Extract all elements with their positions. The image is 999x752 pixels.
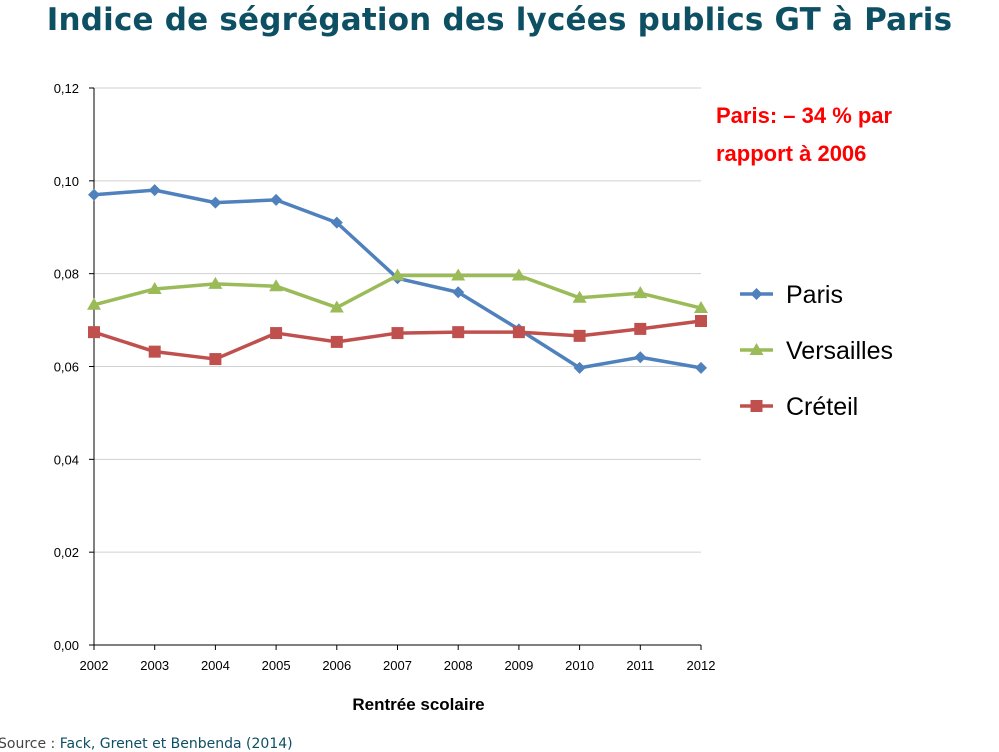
data-point-versailles <box>572 290 587 303</box>
x-tick-label: 2011 <box>626 658 654 673</box>
gridlines <box>94 87 701 553</box>
data-point-versailles <box>633 286 648 299</box>
data-point-creteil <box>634 322 647 335</box>
y-tick-label: 0,02 <box>54 545 79 560</box>
x-axis-title: Rentrée scolaire <box>352 695 484 714</box>
data-point-versailles <box>87 297 101 310</box>
legend-item-creteil: Créteil <box>740 393 858 421</box>
source-note: Source : Fack, Grenet et Benbenda (2014) <box>0 736 293 752</box>
series-versailles <box>87 268 708 314</box>
series-group <box>87 184 708 374</box>
annotation: Paris: – 34 % par rapport à 2006 <box>716 103 893 166</box>
data-point-paris <box>330 216 343 229</box>
data-point-versailles <box>451 268 466 281</box>
x-tick-label: 2002 <box>80 658 109 673</box>
y-tick-label: 0,00 <box>54 638 79 653</box>
y-axis-ticks: 0,00 0,02 0,04 0,06 0,08 0,10 0,12 <box>54 81 94 653</box>
annotation-line-1: Paris: – 34 % par <box>716 103 893 128</box>
legend-label-creteil: Créteil <box>786 393 858 421</box>
series-creteil <box>88 315 707 366</box>
data-point-paris <box>452 286 465 299</box>
data-point-versailles <box>694 301 708 314</box>
legend: Paris Versailles Créteil <box>740 281 893 421</box>
data-point-creteil <box>270 327 283 340</box>
x-tick-label: 2003 <box>140 658 169 673</box>
x-tick-label: 2004 <box>201 658 230 673</box>
data-point-paris <box>88 188 100 201</box>
y-tick-label: 0,10 <box>54 174 79 189</box>
x-tick-label: 2010 <box>565 658 594 673</box>
x-axis-ticks: 2002 2003 2004 2005 2006 2007 2008 2009 2010 2011… <box>80 645 716 673</box>
data-point-creteil <box>209 353 222 366</box>
data-point-creteil <box>391 327 404 340</box>
data-point-paris <box>148 184 161 197</box>
x-tick-label: 2005 <box>262 658 291 673</box>
data-point-creteil <box>512 326 525 339</box>
y-tick-label: 0,12 <box>54 81 79 96</box>
legend-item-paris: Paris <box>740 281 843 309</box>
data-point-versailles <box>329 300 344 313</box>
data-point-versailles <box>390 268 405 281</box>
data-point-paris <box>634 351 647 364</box>
legend-marker-paris <box>750 288 763 300</box>
data-point-paris <box>573 361 586 374</box>
data-point-versailles <box>511 268 526 281</box>
y-tick-label: 0,04 <box>54 452 79 467</box>
x-tick-label: 2009 <box>504 658 533 673</box>
x-tick-label: 2008 <box>444 658 473 673</box>
legend-item-versailles: Versailles <box>740 337 893 365</box>
data-point-creteil <box>695 315 707 328</box>
source-reference: Fack, Grenet et Benbenda (2014) <box>59 736 293 752</box>
y-tick-label: 0,08 <box>54 267 79 282</box>
data-point-versailles <box>147 281 162 294</box>
data-point-versailles <box>269 279 284 292</box>
data-point-creteil <box>88 326 100 339</box>
legend-label-versailles: Versailles <box>786 337 893 365</box>
data-point-creteil <box>148 345 161 358</box>
legend-label-paris: Paris <box>786 281 843 309</box>
legend-marker-creteil <box>750 400 763 412</box>
annotation-line-2: rapport à 2006 <box>716 141 866 166</box>
x-tick-label: 2006 <box>322 658 351 673</box>
series-line-creteil <box>93 319 702 361</box>
data-point-paris <box>270 193 283 206</box>
data-point-creteil <box>573 329 586 342</box>
data-point-versailles <box>208 276 223 289</box>
data-point-creteil <box>330 335 343 348</box>
page-title: Indice de ségrégation des lycées publics… <box>46 2 953 38</box>
data-point-paris <box>695 361 707 374</box>
source-prefix: Source : <box>0 736 56 752</box>
legend-marker-versailles <box>749 343 764 355</box>
y-tick-label: 0,06 <box>54 360 79 375</box>
data-point-creteil <box>452 326 465 339</box>
x-tick-label: 2012 <box>687 658 716 673</box>
x-tick-label: 2007 <box>383 658 412 673</box>
data-point-paris <box>209 196 222 209</box>
